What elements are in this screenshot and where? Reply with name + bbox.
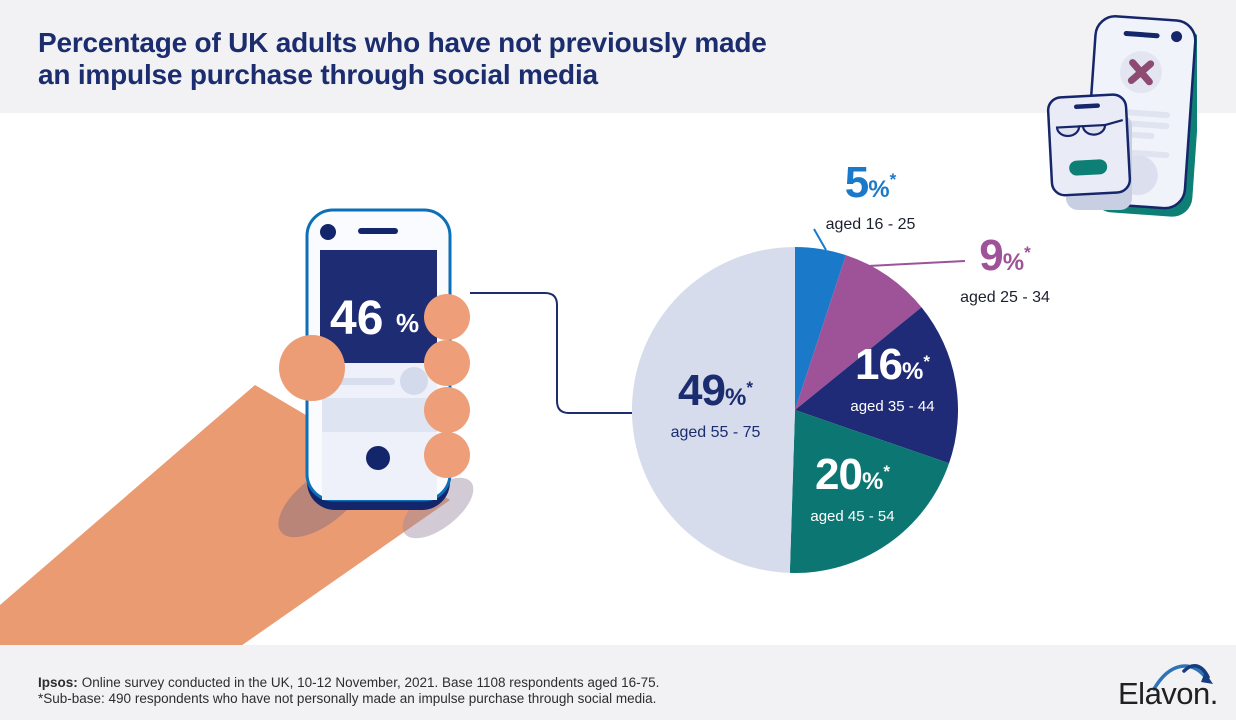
unit-49pct: %	[724, 384, 747, 411]
age-label-25-34: aged 25 - 34	[960, 289, 1050, 306]
phone-shadow-right	[402, 477, 474, 539]
card-button-pill	[1069, 159, 1108, 176]
screen-avatar-circle	[400, 367, 428, 395]
value-5pct: 5	[844, 158, 870, 207]
unit-5pct: %	[868, 176, 890, 203]
unit-16pct: %	[901, 358, 924, 385]
pie-label-aged-35-44: 16%* aged 35 - 44	[840, 340, 945, 416]
value-9pct: 9	[979, 231, 1004, 280]
speaker-icon	[358, 228, 398, 234]
title-line-1: Percentage of UK adults who have not pre…	[38, 27, 767, 58]
source-text: Online survey conducted in the UK, 10-12…	[81, 675, 660, 690]
profile-card	[1046, 93, 1132, 197]
pie-label-aged-25-34: 9%* aged 25 - 34	[935, 231, 1075, 307]
screen-content-block	[322, 398, 437, 432]
unit-20pct: %	[861, 468, 884, 495]
age-label-35-44: aged 35 - 44	[850, 398, 935, 415]
sunglasses-icon	[1081, 123, 1107, 136]
phone2-speaker-icon	[1123, 31, 1160, 39]
finger-2	[424, 340, 470, 386]
logo-text: Elavon.	[1118, 676, 1218, 711]
pie-chart	[632, 247, 958, 573]
age-label-16-25: aged 16 - 25	[825, 216, 916, 233]
x-icon	[1127, 60, 1155, 85]
connector-line	[470, 292, 634, 414]
phone-callout-value: 46	[330, 292, 383, 345]
source-note: Ipsos: Online survey conducted in the UK,…	[38, 675, 659, 707]
note-9pct: *	[1024, 243, 1031, 262]
sunglasses-icon	[1055, 125, 1081, 138]
value-20pct: 20	[815, 450, 863, 499]
page-title: Percentage of UK adults who have not pre…	[38, 27, 767, 91]
declined-purchase-illustration	[1046, 15, 1197, 217]
source-label: Ipsos:	[38, 675, 78, 690]
age-label-55-75: aged 55 - 75	[670, 424, 761, 441]
pie-slice-aged-25---34	[795, 255, 922, 410]
finger-1	[424, 294, 470, 340]
thumb	[279, 335, 345, 401]
leader-line-9pct	[867, 260, 966, 267]
source-line: Ipsos: Online survey conducted in the UK,…	[38, 675, 659, 691]
pie-label-aged-16-25: 5%* aged 16 - 25	[798, 158, 943, 234]
subbase-note: *Sub-base: 490 respondents who have not …	[38, 691, 657, 706]
pie-label-aged-55-75: 49%* aged 55 - 75	[648, 366, 783, 442]
footer-band: Ipsos: Online survey conducted in the UK,…	[0, 645, 1236, 720]
value-49pct: 49	[678, 366, 726, 415]
sunglasses-arm	[1104, 119, 1124, 127]
note-5pct: *	[889, 170, 897, 189]
hand-phone-illustration: 46 %	[0, 208, 634, 648]
value-16pct: 16	[855, 340, 903, 389]
finger-3	[424, 387, 470, 433]
title-line-2: an impulse purchase through social media	[38, 59, 598, 90]
screen-text-bar	[333, 378, 395, 385]
pie-slice-aged-55---75	[632, 247, 795, 573]
note-20pct: *	[883, 462, 890, 481]
unit-9pct: %	[1002, 249, 1025, 276]
age-label-45-54: aged 45 - 54	[810, 508, 895, 525]
pie-label-aged-45-54: 20%* aged 45 - 54	[800, 450, 905, 526]
home-button	[366, 446, 390, 470]
header-band: Percentage of UK adults who have not pre…	[0, 0, 1236, 113]
pie-slice-aged-45---54	[789, 410, 950, 573]
note-49pct: *	[746, 378, 753, 397]
note-16pct: *	[923, 352, 930, 371]
phone-callout-unit: %	[396, 308, 419, 338]
logo-swoosh-icon	[1152, 664, 1213, 691]
leader-line-5pct	[813, 228, 827, 251]
finger-4	[424, 432, 470, 478]
card-speaker-icon	[1073, 103, 1100, 110]
phone-screen	[320, 250, 437, 363]
camera-icon	[320, 224, 336, 240]
pie-slice-aged-35---44	[795, 307, 958, 464]
pie-slice-aged-16---25	[795, 247, 846, 410]
elavon-logo: Elavon.	[1118, 658, 1230, 714]
phone2-camera-icon	[1171, 31, 1183, 43]
